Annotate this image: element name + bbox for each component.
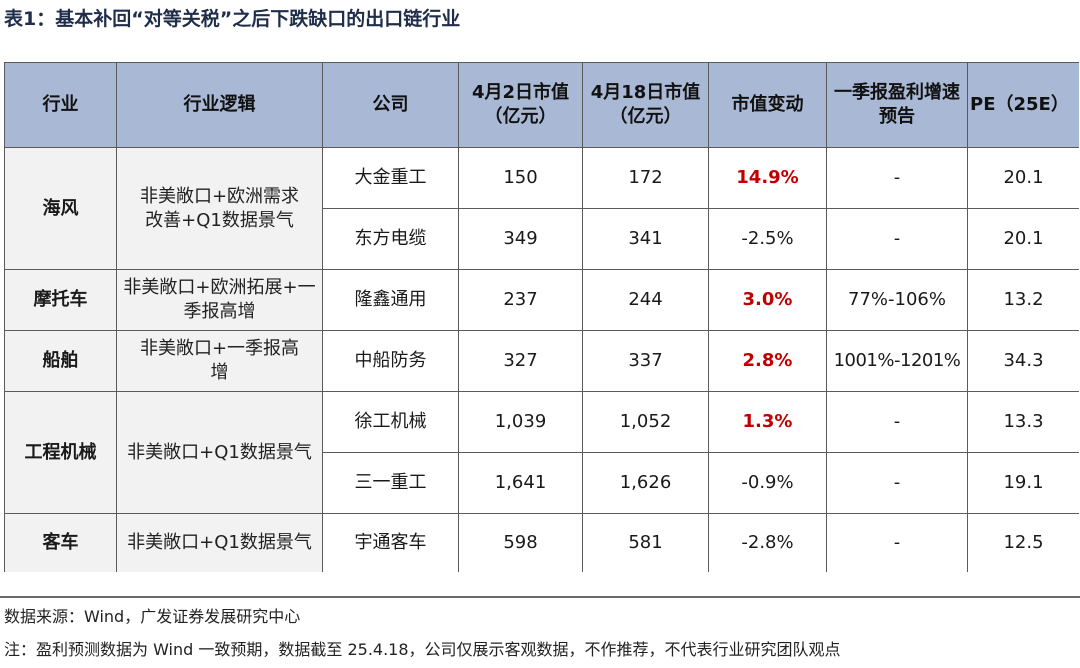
q1-forecast-cell: - [826, 391, 968, 453]
header-q1-forecast: 一季报盈利增速预告 [826, 62, 968, 148]
change-cell: 14.9% [708, 147, 827, 209]
pe-cell: 12.5 [967, 513, 1079, 572]
company-cell: 隆鑫通用 [322, 269, 459, 331]
mv-0402-cell: 1,641 [458, 452, 583, 514]
table-row: 海风 非美敞口+欧洲需求改善+Q1数据景气 大金重工 150 172 14.9%… [4, 147, 1079, 270]
footer-divider [0, 596, 1080, 598]
logic-cell: 非美敞口+Q1数据景气 [116, 391, 323, 514]
mv-0402-cell: 327 [458, 330, 583, 392]
data-source: 数据来源：Wind，广发证券发展研究中心 [4, 607, 301, 626]
export-chain-table: 行业 行业逻辑 公司 4月2日市值（亿元） 4月18日市值（亿元） 市值变动 一… [4, 62, 1079, 572]
q1-forecast-cell: - [826, 208, 968, 270]
company-cell: 三一重工 [322, 452, 459, 514]
pe-cell: 20.1 [967, 208, 1079, 270]
q1-forecast-cell: - [826, 452, 968, 514]
table-row: 东方电缆 349 341 -2.5% - 20.1 [5, 208, 1079, 270]
logic-cell: 非美敞口+欧洲需求改善+Q1数据景气 [116, 147, 323, 270]
mv-0418-cell: 337 [582, 330, 709, 392]
change-cell: -2.8% [708, 513, 827, 572]
table-title: 表1：基本补回“对等关税”之后下跌缺口的出口链行业 [4, 8, 461, 30]
mv-0418-cell: 1,052 [582, 391, 709, 453]
q1-forecast-cell: 77%-106% [826, 269, 968, 331]
logic-cell: 非美敞口+Q1数据景气 [116, 513, 323, 572]
mv-0418-cell: 1,626 [582, 452, 709, 514]
change-cell: -2.5% [708, 208, 827, 270]
mv-0402-cell: 598 [458, 513, 583, 572]
table-row: 船舶 非美敞口+一季报高增 中船防务 327 337 2.8% 1001%-12… [4, 330, 1079, 392]
pe-cell: 20.1 [967, 147, 1079, 209]
industry-cell: 工程机械 [4, 391, 117, 514]
header-mv-0418: 4月18日市值（亿元） [582, 62, 709, 148]
mv-0402-cell: 150 [458, 147, 583, 209]
header-change: 市值变动 [708, 62, 827, 148]
table-row: 摩托车 非美敞口+欧洲拓展+一季报高增 隆鑫通用 237 244 3.0% 77… [4, 269, 1079, 331]
pe-cell: 34.3 [967, 330, 1079, 392]
header-row: 行业 行业逻辑 公司 4月2日市值（亿元） 4月18日市值（亿元） 市值变动 一… [4, 62, 1079, 148]
change-cell: 1.3% [708, 391, 827, 453]
header-pe: PE（25E） [967, 62, 1079, 148]
industry-cell: 摩托车 [4, 269, 117, 331]
header-industry: 行业 [4, 62, 117, 148]
change-cell: 2.8% [708, 330, 827, 392]
change-cell: -0.9% [708, 452, 827, 514]
pe-cell: 13.2 [967, 269, 1079, 331]
q1-forecast-cell: 1001%-1201% [826, 330, 968, 392]
pe-cell: 19.1 [967, 452, 1079, 514]
header-company: 公司 [322, 62, 459, 148]
header-mv-0402: 4月2日市值（亿元） [458, 62, 583, 148]
change-cell: 3.0% [708, 269, 827, 331]
industry-cell: 客车 [4, 513, 117, 572]
table-row: 工程机械 非美敞口+Q1数据景气 徐工机械 1,039 1,052 1.3% -… [4, 391, 1079, 514]
mv-0418-cell: 172 [582, 147, 709, 209]
mv-0418-cell: 581 [582, 513, 709, 572]
industry-cell: 船舶 [4, 330, 117, 392]
table-row: 三一重工 1,641 1,626 -0.9% - 19.1 [5, 452, 1079, 514]
pe-cell: 13.3 [967, 391, 1079, 453]
mv-0402-cell: 349 [458, 208, 583, 270]
footnote: 注：盈利预测数据为 Wind 一致预期，数据截至 25.4.18，公司仅展示客观… [4, 640, 841, 659]
industry-cell: 海风 [4, 147, 117, 270]
mv-0418-cell: 341 [582, 208, 709, 270]
logic-cell: 非美敞口+欧洲拓展+一季报高增 [116, 269, 323, 331]
q1-forecast-cell: - [826, 513, 968, 572]
company-cell: 东方电缆 [322, 208, 459, 270]
mv-0418-cell: 244 [582, 269, 709, 331]
company-cell: 宇通客车 [322, 513, 459, 572]
company-cell: 徐工机械 [322, 391, 459, 453]
mv-0402-cell: 1,039 [458, 391, 583, 453]
q1-forecast-cell: - [826, 147, 968, 209]
header-logic: 行业逻辑 [116, 62, 323, 148]
table-row: 客车 非美敞口+Q1数据景气 宇通客车 598 581 -2.8% - 12.5 [4, 513, 1079, 572]
mv-0402-cell: 237 [458, 269, 583, 331]
logic-cell: 非美敞口+一季报高增 [116, 330, 323, 392]
company-cell: 大金重工 [322, 147, 459, 209]
table-container: 行业 行业逻辑 公司 4月2日市值（亿元） 4月18日市值（亿元） 市值变动 一… [4, 62, 1079, 580]
company-cell: 中船防务 [322, 330, 459, 392]
